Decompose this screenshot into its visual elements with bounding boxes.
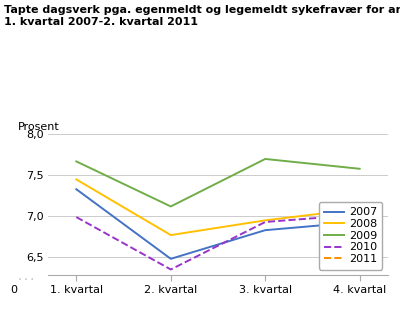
2010 [168,268,173,271]
Text: Tapte dagsverk pga. egenmeldt og legemeldt sykefravær for arbeidstakere 16-69 år: Tapte dagsverk pga. egenmeldt og legemel… [4,3,400,27]
Line: 2009: 2009 [76,159,360,206]
2009 [168,204,173,208]
2010 [357,213,362,217]
Line: 2007: 2007 [76,189,360,259]
2007 [263,228,268,232]
2008 [263,219,268,222]
Text: Prosent: Prosent [18,122,59,132]
2007 [168,257,173,261]
Text: 0: 0 [10,285,18,295]
Line: 2010: 2010 [76,215,360,269]
2008 [357,207,362,211]
2009 [263,157,268,161]
2009 [357,167,362,171]
2008 [168,233,173,237]
2010 [74,215,79,219]
2008 [74,178,79,181]
2007 [74,187,79,191]
2007 [357,220,362,224]
Legend: 2007, 2008, 2009, 2010, 2011: 2007, 2008, 2009, 2010, 2011 [319,202,382,270]
Line: 2008: 2008 [76,180,360,235]
2010 [263,220,268,224]
2009 [74,159,79,163]
